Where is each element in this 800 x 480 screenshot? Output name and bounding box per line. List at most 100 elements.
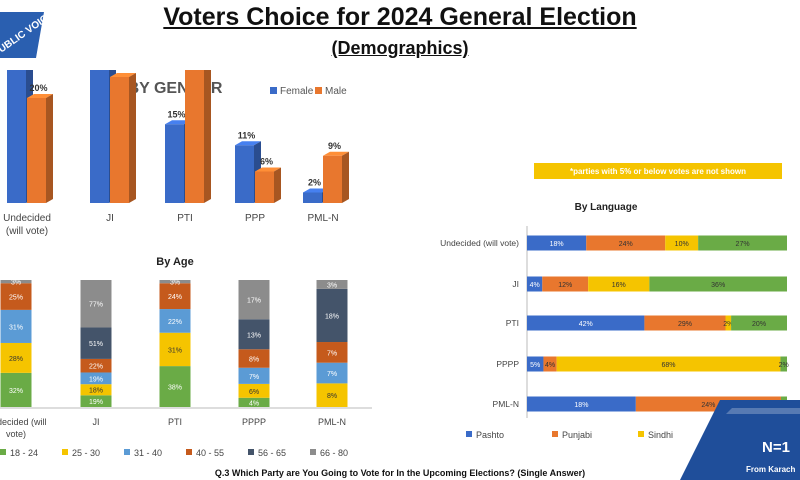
legend-label-punjabi: Punjabi: [562, 430, 592, 440]
data-label-female-pti: 15%: [167, 109, 185, 119]
segment-label-56-65-ji: 51%: [89, 341, 103, 348]
data-label-male-ppp: 6%: [260, 157, 273, 167]
legend-swatch-31-40: [124, 449, 130, 455]
segment-pashto-ji: [527, 276, 543, 292]
legend-label-56-65: 56 - 65: [258, 448, 286, 458]
segment-18-24-pti: [159, 366, 191, 407]
bar-female-pml-n: [303, 192, 322, 203]
segment-sindhi-pppp: [556, 356, 781, 372]
data-label-female-ppp: 11%: [238, 130, 256, 140]
legend-swatch-56-65: [248, 449, 254, 455]
segment-label-punjabi-pml-n: 24%: [701, 402, 715, 409]
legend-label-sindhi: Sindhi: [648, 430, 673, 440]
category-label-pti: PTI: [168, 417, 182, 427]
legend-swatch-punjabi: [552, 431, 558, 437]
segment-punjabi-ji: [542, 276, 589, 292]
segment-label-25-30-ji: 18%: [89, 388, 103, 395]
segment-label-66-80-pppp: 17%: [247, 298, 261, 305]
segment-31-40-pppp: [238, 367, 270, 384]
legend-swatch-25-30: [62, 449, 68, 455]
page-title: Voters Choice for 2024 General Election: [163, 3, 637, 31]
segment-40-55-pppp: [238, 349, 270, 368]
category-label-pml-n: PML-N: [307, 213, 338, 224]
logo: PUBLIC VOICE POLL: [0, 8, 52, 59]
segment-66-80-ji: [80, 280, 112, 328]
gender-chart: BY GENDERFemaleMale36%20%Undecided(will …: [3, 70, 349, 237]
segment-sindhi-pti: [725, 315, 732, 331]
segment-label-pashto-pti: 42%: [579, 321, 593, 328]
category-label-pti: PTI: [177, 213, 193, 224]
category-label-undecided-will-vote: Undecided (will: [0, 417, 47, 427]
segment-40-55-undecided-will-vote: [0, 283, 32, 310]
bar-female-pti: [165, 124, 184, 203]
segment-label-40-55-pml-n: 7%: [327, 350, 337, 357]
segment-punjabi-pppp: [543, 356, 557, 372]
category-label-pppp: PPPP: [496, 359, 519, 369]
sample-size-label: N=1: [762, 439, 790, 456]
category-label-undecided-will-vote: Undecided: [3, 213, 51, 224]
segment-56-65-ji: [80, 327, 112, 359]
segment-18-24-undecided-will-vote: [0, 372, 32, 407]
segment-label-56-65-pml-n: 18%: [325, 313, 339, 320]
data-label-male-undecided-will-vote: 20%: [29, 83, 47, 93]
bar-top-male-undecided-will-vote: [27, 94, 53, 98]
segment-label-66-80-pti: 3%: [170, 280, 180, 287]
segment-66-80-pml-n: [316, 280, 348, 289]
segment-25-30-pml-n: [316, 383, 348, 407]
bar-top-female-pml-n: [303, 188, 329, 193]
segment-pashto-undecided-will-vote: [527, 235, 587, 251]
legend-label-66-80: 66 - 80: [320, 448, 348, 458]
segment-31-40-pti: [159, 309, 191, 333]
segment-punjabi-undecided-will-vote: [586, 235, 666, 251]
language-chart: *parties with 5% or below votes are not …: [440, 163, 789, 440]
language-chart-title: By Language: [575, 202, 638, 213]
segment-pashto-pml-n: [527, 396, 636, 412]
segment-label-18-24-undecided-will-vote: 32%: [9, 388, 23, 395]
page-subtitle: (Demographics): [331, 38, 469, 58]
data-label-male-pml-n: 9%: [328, 141, 341, 151]
bar-male-pml-n: [323, 155, 342, 203]
category-label-pppp: PPPP: [242, 417, 266, 427]
sample-size-badge: N=1 From Karach: [680, 400, 800, 480]
segment-label-punjabi-pti: 29%: [678, 321, 692, 328]
bar-side-male-ppp: [274, 167, 281, 203]
bar-female-ji: [90, 70, 109, 203]
legend-label-31-40: 31 - 40: [134, 448, 162, 458]
segment-label-40-55-undecided-will-vote: 25%: [9, 295, 23, 302]
legend-label-male: Male: [325, 86, 347, 97]
segment-label-pashto-pml-n: 18%: [574, 402, 588, 409]
survey-question: Q.3 Which Party are You Going to Vote fo…: [214, 468, 586, 478]
segment-label-pashto-ji: 4%: [530, 282, 540, 289]
age-chart-title: By Age: [156, 256, 194, 268]
segment-label-40-55-pti: 24%: [168, 294, 182, 301]
segment-label-25-30-pti: 31%: [168, 347, 182, 354]
segment-urdu-undecided-will-vote: [698, 235, 787, 251]
bar-female-ppp: [235, 145, 254, 203]
segment-25-30-ji: [80, 384, 112, 396]
segment-label-sindhi-pti: 2%: [723, 321, 733, 328]
segment-label-40-55-pppp: 8%: [249, 357, 259, 364]
category-label-ppp: PPP: [245, 213, 265, 224]
bar-top-male-ji: [110, 73, 136, 77]
segment-urdu-ji: [649, 276, 787, 292]
segment-40-55-ji: [80, 358, 112, 373]
legend-swatch-male: [315, 87, 322, 94]
segment-25-30-undecided-will-vote: [0, 342, 32, 373]
bar-female-undecided-will-vote: [7, 70, 26, 203]
segment-label-40-55-ji: 22%: [89, 364, 103, 371]
segment-urdu-pppp: [780, 356, 787, 372]
bar-side-male-ji: [129, 73, 136, 203]
bar-male-pti: [185, 70, 204, 203]
segment-31-40-pml-n: [316, 362, 348, 384]
segment-label-56-65-pppp: 13%: [247, 332, 261, 339]
segment-31-40-ji: [80, 372, 112, 385]
segment-label-urdu-ji: 36%: [711, 282, 725, 289]
segment-label-urdu-undecided-will-vote: 27%: [736, 241, 750, 248]
segment-66-80-pppp: [238, 280, 270, 320]
category-label-pml-n: PML-N: [318, 417, 346, 427]
segment-56-65-pppp: [238, 319, 270, 350]
segment-pashto-pppp: [527, 356, 544, 372]
bar-top-female-pti: [165, 120, 191, 125]
legend-label-female: Female: [280, 86, 314, 97]
segment-label-66-80-ji: 77%: [89, 302, 103, 309]
